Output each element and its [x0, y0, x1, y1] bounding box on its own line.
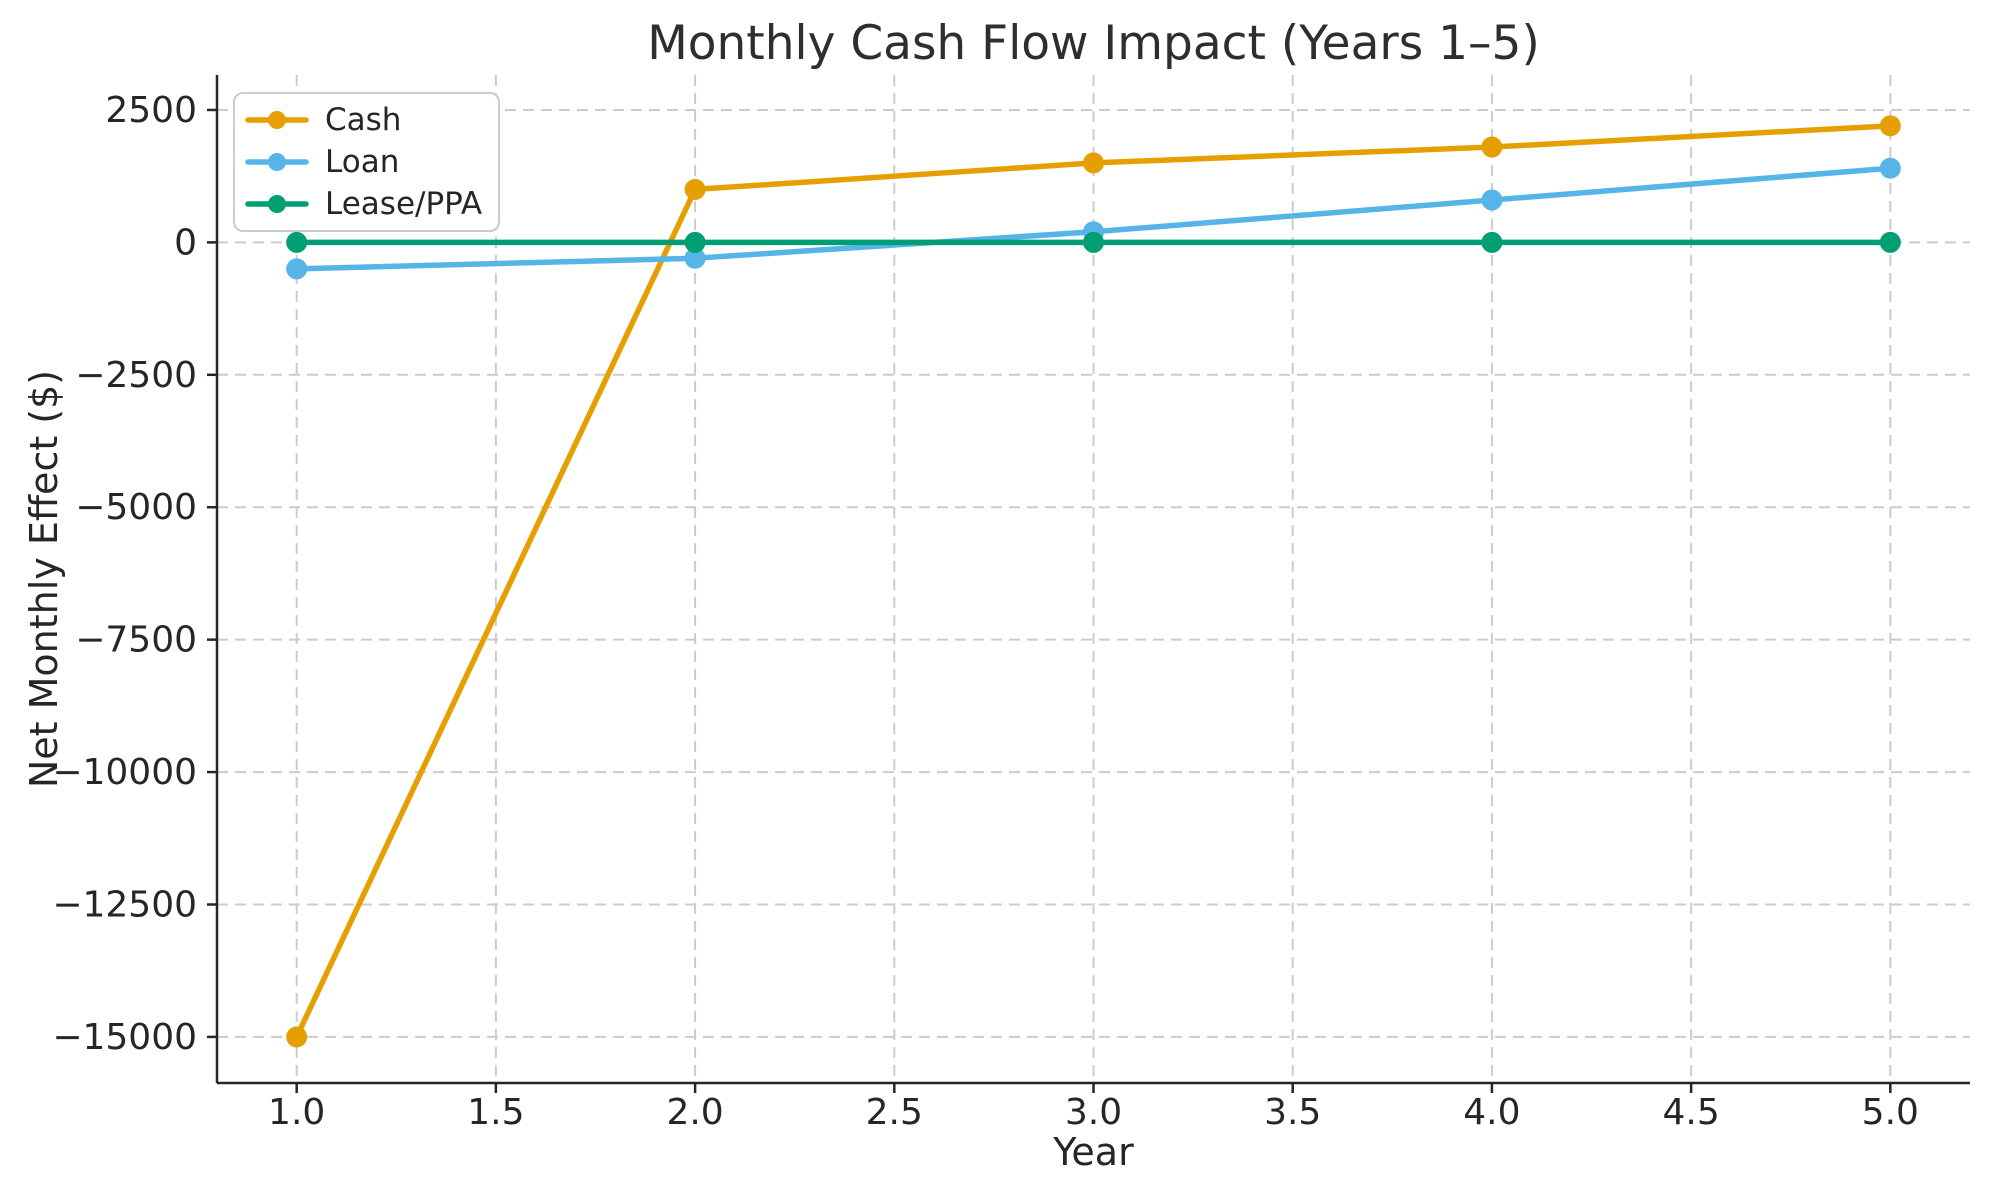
x-tick-label: 4.0: [1463, 1092, 1520, 1133]
y-tick-label: 0: [174, 222, 197, 263]
data-point-lease-ppa: [1879, 231, 1901, 253]
x-axis-ticks: 1.0 1.5 2.0 2.5 3.0 3.5 4.0 4.5 5.0: [268, 1083, 1919, 1133]
x-tick-label: 3.5: [1264, 1092, 1321, 1133]
legend-swatch-loan-icon: [245, 153, 309, 171]
x-tick-label: 2.5: [866, 1092, 923, 1133]
data-point-loan: [1481, 189, 1503, 211]
y-tick-label: −7500: [75, 620, 197, 661]
legend-label-lease-ppa: Lease/PPA: [325, 186, 483, 222]
data-point-cash: [684, 178, 706, 200]
legend-item-cash: Cash: [245, 99, 482, 141]
x-tick-label: 1.0: [268, 1092, 325, 1133]
x-tick-label: 5.0: [1862, 1092, 1919, 1133]
data-point-cash: [1481, 136, 1503, 158]
series-cash: [286, 115, 1901, 1048]
series-lease-ppa: [286, 231, 1901, 253]
legend: Cash Loan Lease/PPA: [233, 92, 501, 232]
y-tick-label: 2500: [105, 90, 197, 131]
data-point-cash: [1879, 115, 1901, 137]
y-axis-ticks: 2500 0 −2500 −5000 −7500 −10000 −12500 −15000: [52, 90, 217, 1058]
y-tick-label: −10000: [52, 752, 197, 793]
series-loan: [286, 157, 1901, 280]
data-point-loan: [1879, 157, 1901, 179]
data-point-lease-ppa: [286, 231, 308, 253]
x-tick-label: 3.0: [1065, 1092, 1122, 1133]
legend-item-loan: Loan: [245, 141, 482, 183]
x-tick-label: 2.0: [666, 1092, 723, 1133]
legend-swatch-cash-icon: [245, 111, 309, 129]
x-tick-label: 4.5: [1662, 1092, 1719, 1133]
x-tick-label: 1.5: [467, 1092, 524, 1133]
data-point-cash: [286, 1026, 308, 1048]
y-tick-label: −15000: [52, 1017, 197, 1058]
data-point-lease-ppa: [684, 231, 706, 253]
legend-swatch-lease-ppa-icon: [245, 195, 309, 213]
y-tick-label: −2500: [75, 355, 197, 396]
y-tick-label: −12500: [52, 884, 197, 925]
data-point-lease-ppa: [1083, 231, 1104, 253]
data-point-loan: [286, 258, 308, 280]
x-axis-label: Year: [1053, 1130, 1134, 1174]
data-point-lease-ppa: [1481, 231, 1503, 253]
legend-label-cash: Cash: [325, 102, 402, 138]
legend-label-loan: Loan: [325, 144, 400, 180]
chart-title: Monthly Cash Flow Impact (Years 1–5): [647, 16, 1540, 71]
legend-item-lease-ppa: Lease/PPA: [245, 183, 482, 225]
data-point-cash: [1083, 152, 1104, 174]
y-tick-label: −5000: [75, 487, 197, 528]
data-point-loan: [684, 247, 706, 269]
